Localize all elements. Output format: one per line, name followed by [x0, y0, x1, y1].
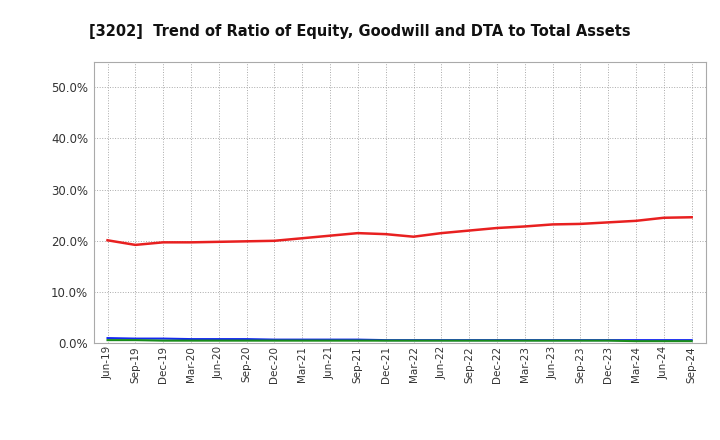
Deferred Tax Assets — [604, 338, 613, 343]
Goodwill — [688, 337, 696, 343]
Deferred Tax Assets — [492, 338, 501, 343]
Deferred Tax Assets — [382, 338, 390, 343]
Deferred Tax Assets — [437, 338, 446, 343]
Deferred Tax Assets — [354, 338, 362, 343]
Equity — [186, 240, 195, 245]
Equity — [131, 242, 140, 248]
Goodwill — [270, 337, 279, 342]
Equity — [242, 238, 251, 244]
Goodwill — [131, 336, 140, 341]
Goodwill — [354, 337, 362, 342]
Equity — [604, 220, 613, 225]
Goodwill — [103, 335, 112, 341]
Equity — [688, 215, 696, 220]
Deferred Tax Assets — [270, 338, 279, 343]
Line: Deferred Tax Assets: Deferred Tax Assets — [107, 340, 692, 341]
Equity — [270, 238, 279, 243]
Goodwill — [660, 337, 668, 343]
Deferred Tax Assets — [325, 338, 334, 343]
Equity — [325, 233, 334, 238]
Deferred Tax Assets — [631, 338, 640, 344]
Goodwill — [465, 337, 474, 343]
Equity — [409, 234, 418, 239]
Goodwill — [492, 337, 501, 343]
Equity — [354, 231, 362, 236]
Deferred Tax Assets — [186, 338, 195, 343]
Goodwill — [382, 337, 390, 343]
Goodwill — [549, 337, 557, 343]
Equity — [521, 224, 529, 229]
Deferred Tax Assets — [298, 338, 307, 343]
Goodwill — [521, 337, 529, 343]
Goodwill — [298, 337, 307, 342]
Goodwill — [409, 337, 418, 343]
Equity — [576, 221, 585, 227]
Deferred Tax Assets — [409, 338, 418, 343]
Equity — [660, 215, 668, 220]
Deferred Tax Assets — [159, 338, 168, 343]
Goodwill — [325, 337, 334, 342]
Deferred Tax Assets — [688, 338, 696, 344]
Deferred Tax Assets — [131, 337, 140, 343]
Text: [3202]  Trend of Ratio of Equity, Goodwill and DTA to Total Assets: [3202] Trend of Ratio of Equity, Goodwil… — [89, 24, 631, 39]
Deferred Tax Assets — [103, 337, 112, 343]
Equity — [437, 231, 446, 236]
Deferred Tax Assets — [576, 338, 585, 343]
Line: Equity: Equity — [107, 217, 692, 245]
Goodwill — [242, 337, 251, 342]
Goodwill — [159, 336, 168, 341]
Deferred Tax Assets — [660, 338, 668, 344]
Goodwill — [631, 337, 640, 343]
Deferred Tax Assets — [215, 338, 223, 343]
Equity — [103, 238, 112, 243]
Goodwill — [215, 337, 223, 342]
Goodwill — [186, 337, 195, 342]
Goodwill — [576, 337, 585, 343]
Equity — [298, 235, 307, 241]
Equity — [549, 222, 557, 227]
Equity — [465, 228, 474, 233]
Equity — [382, 231, 390, 237]
Equity — [215, 239, 223, 245]
Line: Goodwill: Goodwill — [107, 338, 692, 340]
Equity — [631, 218, 640, 224]
Deferred Tax Assets — [549, 338, 557, 343]
Goodwill — [437, 337, 446, 343]
Equity — [492, 225, 501, 231]
Deferred Tax Assets — [521, 338, 529, 343]
Goodwill — [604, 337, 613, 343]
Deferred Tax Assets — [465, 338, 474, 343]
Deferred Tax Assets — [242, 338, 251, 343]
Equity — [159, 240, 168, 245]
